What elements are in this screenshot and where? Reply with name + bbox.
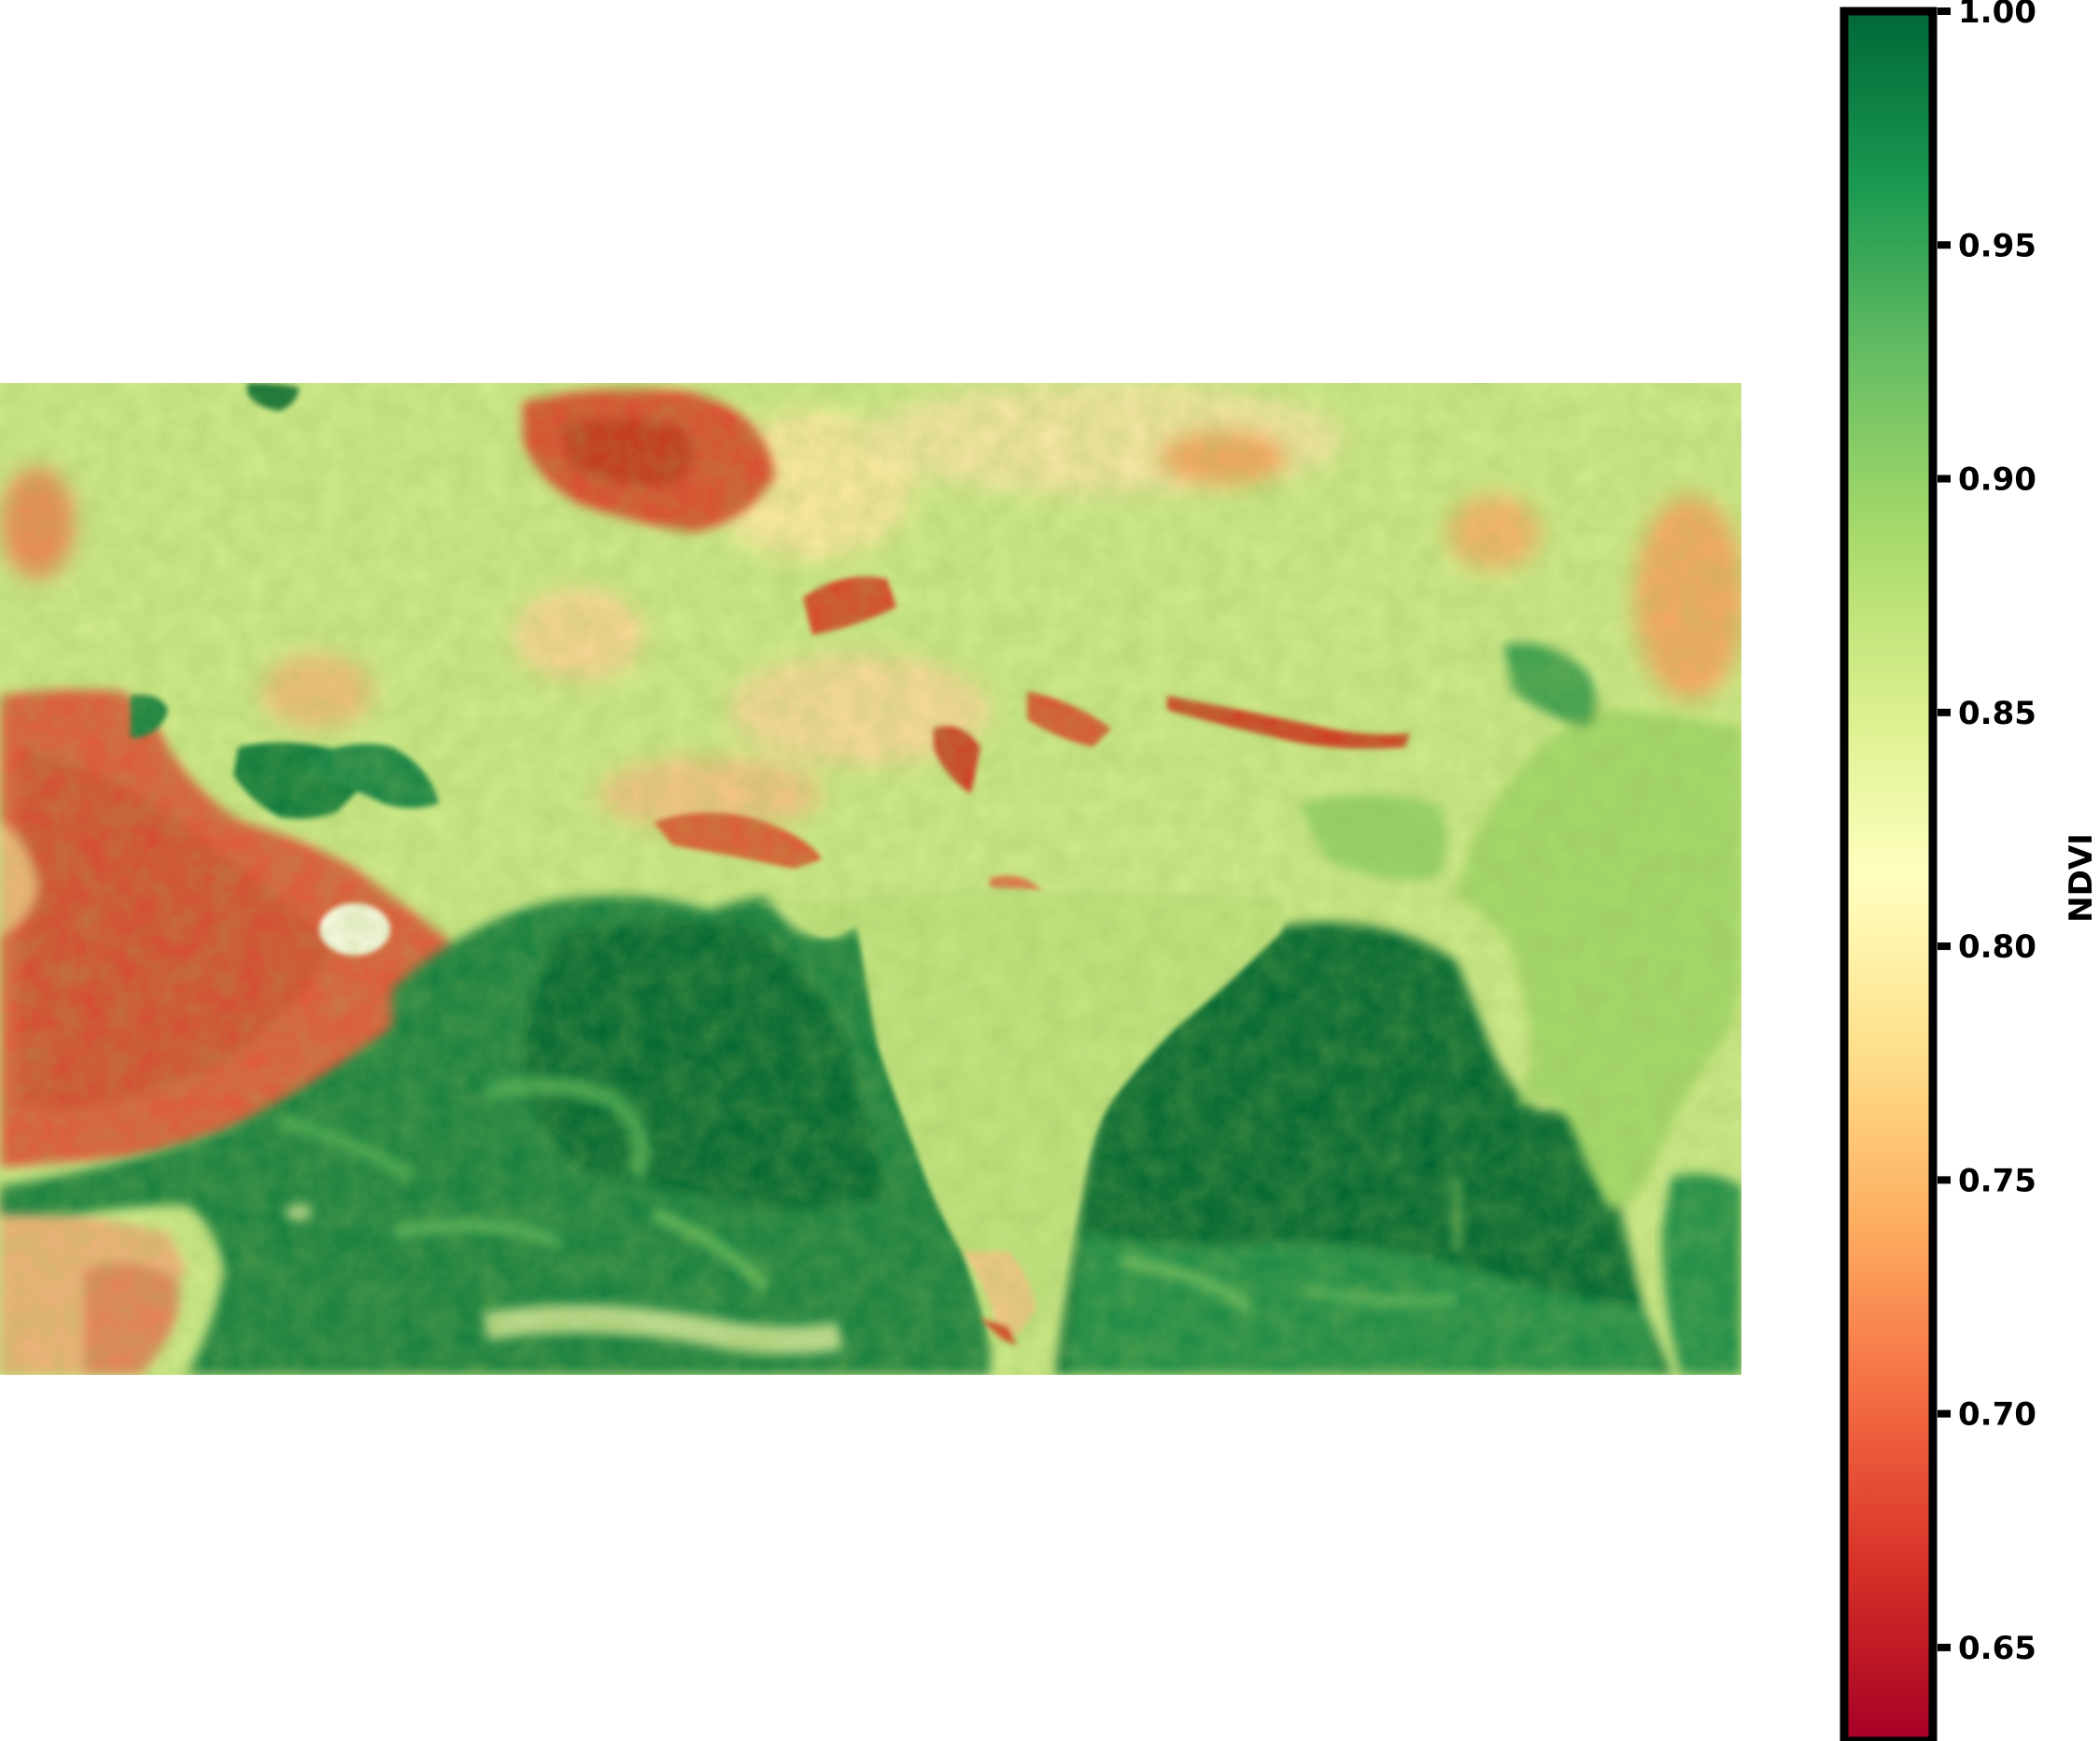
- colorbar-tick-label: 1.00: [1958, 0, 2037, 31]
- colorbar-label: NDVI: [2063, 833, 2100, 923]
- colorbar-ticks: 1.00 0.95 0.90 0.85 0.80 0.75 0.70 0.65: [1938, 0, 2037, 1667]
- colorbar: 1.00 0.95 0.90 0.85 0.80 0.75 0.70 0.65 NDVI: [1839, 0, 2100, 1741]
- colorbar-tick-label: 0.90: [1958, 461, 2037, 499]
- colorbar-gradient: [1839, 7, 1938, 1741]
- colorbar-tick-label: 0.65: [1958, 1630, 2037, 1667]
- colorbar-tick-label: 0.70: [1958, 1396, 2037, 1434]
- ndvi-map: [0, 383, 1741, 1375]
- colorbar-tick-label: 0.75: [1958, 1162, 2037, 1199]
- colorbar-tick-label: 0.80: [1958, 928, 2037, 966]
- colorbar-tick-label: 0.85: [1958, 695, 2037, 732]
- colorbar-tick-label: 0.95: [1958, 227, 2037, 264]
